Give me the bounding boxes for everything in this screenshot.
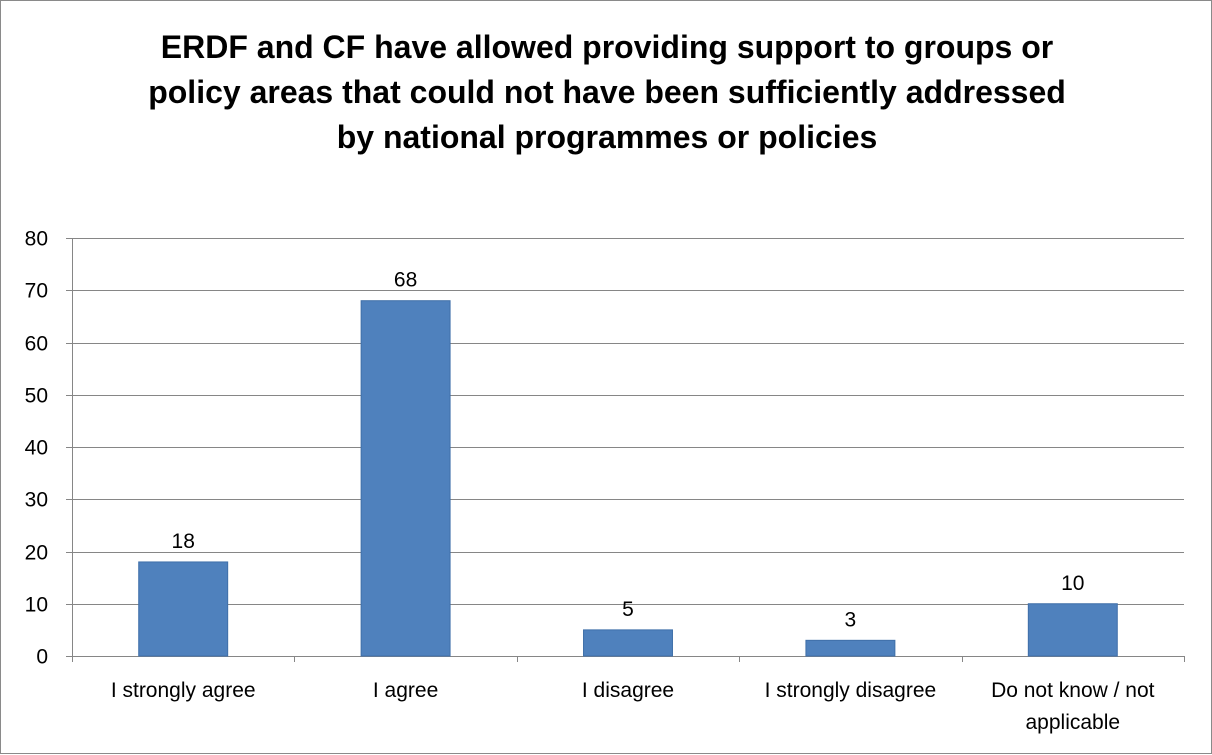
y-tick-label-70: 70 xyxy=(25,280,48,303)
y-tick-label-40: 40 xyxy=(25,437,48,460)
x-category-label-2: I disagree xyxy=(582,679,674,702)
x-category-label-0: I strongly agree xyxy=(111,679,256,702)
data-label-3: 3 xyxy=(845,608,857,631)
y-tick-label-80: 80 xyxy=(25,228,48,251)
x-category-label-4-line-1: Do not know / not xyxy=(991,679,1155,702)
x-category-label-1: I agree xyxy=(373,679,438,702)
data-label-2: 5 xyxy=(622,598,634,621)
y-tick-label-0: 0 xyxy=(36,646,48,669)
bar-2 xyxy=(583,629,673,657)
chart-title-line-1: ERDF and CF have allowed providing suppo… xyxy=(160,29,1054,65)
chart-title-line-2: policy areas that could not have been su… xyxy=(148,74,1066,110)
data-label-1: 68 xyxy=(394,269,417,292)
x-category-label-3: I strongly disagree xyxy=(765,679,937,702)
x-category-label-4-line-2: applicable xyxy=(1026,711,1121,734)
bar-3 xyxy=(805,639,896,657)
bar-1 xyxy=(360,300,451,657)
chart-title-line-3: by national programmes or policies xyxy=(336,119,878,155)
chart-title: ERDF and CF have allowed providing suppo… xyxy=(101,25,1113,160)
bar-4 xyxy=(1027,603,1118,657)
data-label-0: 18 xyxy=(172,530,195,553)
y-tick-label-10: 10 xyxy=(25,594,48,617)
y-tick-label-50: 50 xyxy=(25,385,48,408)
y-tick-label-60: 60 xyxy=(25,333,48,356)
y-tick-label-20: 20 xyxy=(25,542,48,565)
bar-0 xyxy=(138,561,229,657)
data-label-4: 10 xyxy=(1061,572,1084,595)
y-tick-label-30: 30 xyxy=(25,489,48,512)
